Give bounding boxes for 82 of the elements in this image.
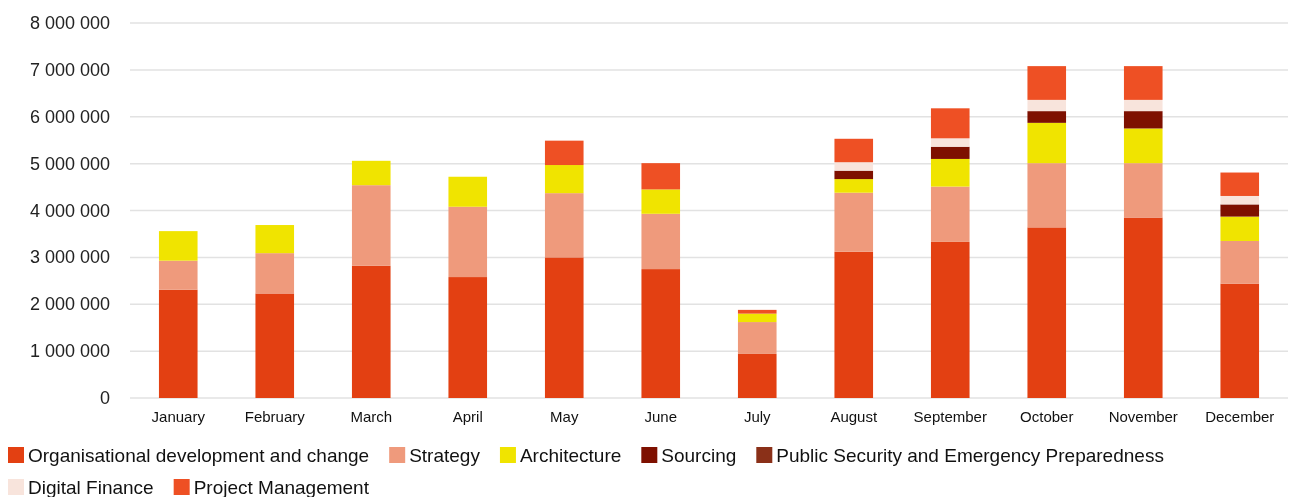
x-tick-label: February [244, 407, 306, 425]
bar [641, 269, 681, 398]
y-tick-label: 8 000 000 [29, 13, 110, 33]
bar [930, 158, 970, 187]
x-tick-label: April [452, 407, 483, 425]
bar [255, 225, 295, 254]
y-tick-label: 2 000 000 [29, 294, 110, 315]
y-tick-label: 6 000 000 [29, 106, 110, 127]
bar [1220, 216, 1260, 241]
bar [448, 206, 488, 278]
legend-label: Sourcing [661, 444, 737, 466]
bar [1027, 66, 1067, 100]
x-tick-label: May [550, 407, 579, 425]
x-tick-label: November [1108, 407, 1178, 425]
bar [1123, 111, 1163, 129]
bar [834, 192, 874, 252]
bar [1027, 163, 1067, 228]
bar [930, 241, 970, 398]
x-tick-label: October [1020, 407, 1074, 425]
bar [1123, 163, 1163, 218]
bar [351, 160, 391, 186]
x-tick-label: June [644, 407, 678, 425]
legend-label: Organisational development and change [28, 444, 370, 466]
legend-label: Architecture [519, 444, 622, 466]
y-tick-label: 4 000 000 [29, 200, 110, 221]
bar [158, 231, 198, 261]
bar [351, 185, 391, 266]
bar [1027, 122, 1067, 164]
bar [737, 313, 777, 323]
x-tick-label: August [830, 407, 878, 425]
y-tick-label: 0 [99, 388, 110, 408]
x-tick-label: July [743, 407, 772, 425]
bar [834, 251, 874, 398]
bar [737, 353, 777, 398]
bar [737, 322, 777, 354]
y-tick-label: 5 000 000 [29, 153, 110, 174]
y-tick-label: 3 000 000 [29, 247, 110, 268]
bar [158, 289, 198, 398]
bar [1123, 128, 1163, 164]
y-tick-label: 7 000 000 [29, 59, 110, 80]
x-tick-label: January [151, 407, 206, 425]
bar [1027, 111, 1067, 123]
bar [641, 213, 681, 270]
bar [1123, 66, 1163, 100]
x-tick-label: December [1205, 407, 1275, 425]
bar [1123, 99, 1163, 112]
bar [255, 293, 295, 398]
legend-label: Digital Finance [28, 476, 154, 497]
bar [930, 146, 970, 159]
bar [737, 309, 777, 314]
bar [834, 138, 874, 163]
bar [448, 277, 488, 398]
bar [255, 253, 295, 294]
bar [834, 162, 874, 171]
bar [930, 186, 970, 242]
bar [1220, 283, 1260, 398]
bar [641, 163, 681, 190]
bar [930, 138, 970, 147]
bar [1220, 204, 1260, 217]
y-tick-label: 1 000 000 [29, 341, 110, 362]
bar [834, 170, 874, 180]
bar [158, 260, 198, 290]
bar [641, 189, 681, 214]
bar [1220, 195, 1260, 205]
legend-label: Strategy [409, 444, 481, 466]
bar [544, 140, 584, 166]
bar [1123, 217, 1163, 398]
bar [930, 108, 970, 139]
bar [834, 179, 874, 193]
bar [448, 176, 488, 207]
bar [544, 193, 584, 258]
bar [1220, 240, 1260, 284]
bar [1027, 99, 1067, 112]
bar [1220, 172, 1260, 196]
legend-label: Public Security and Emergency Preparedness [776, 444, 1164, 466]
legend-label: Project Management [193, 476, 370, 497]
bar [544, 165, 584, 194]
x-tick-label: September [913, 407, 987, 425]
bar [351, 265, 391, 398]
bar [1027, 227, 1067, 398]
x-tick-label: March [350, 407, 393, 425]
bar [544, 257, 584, 398]
